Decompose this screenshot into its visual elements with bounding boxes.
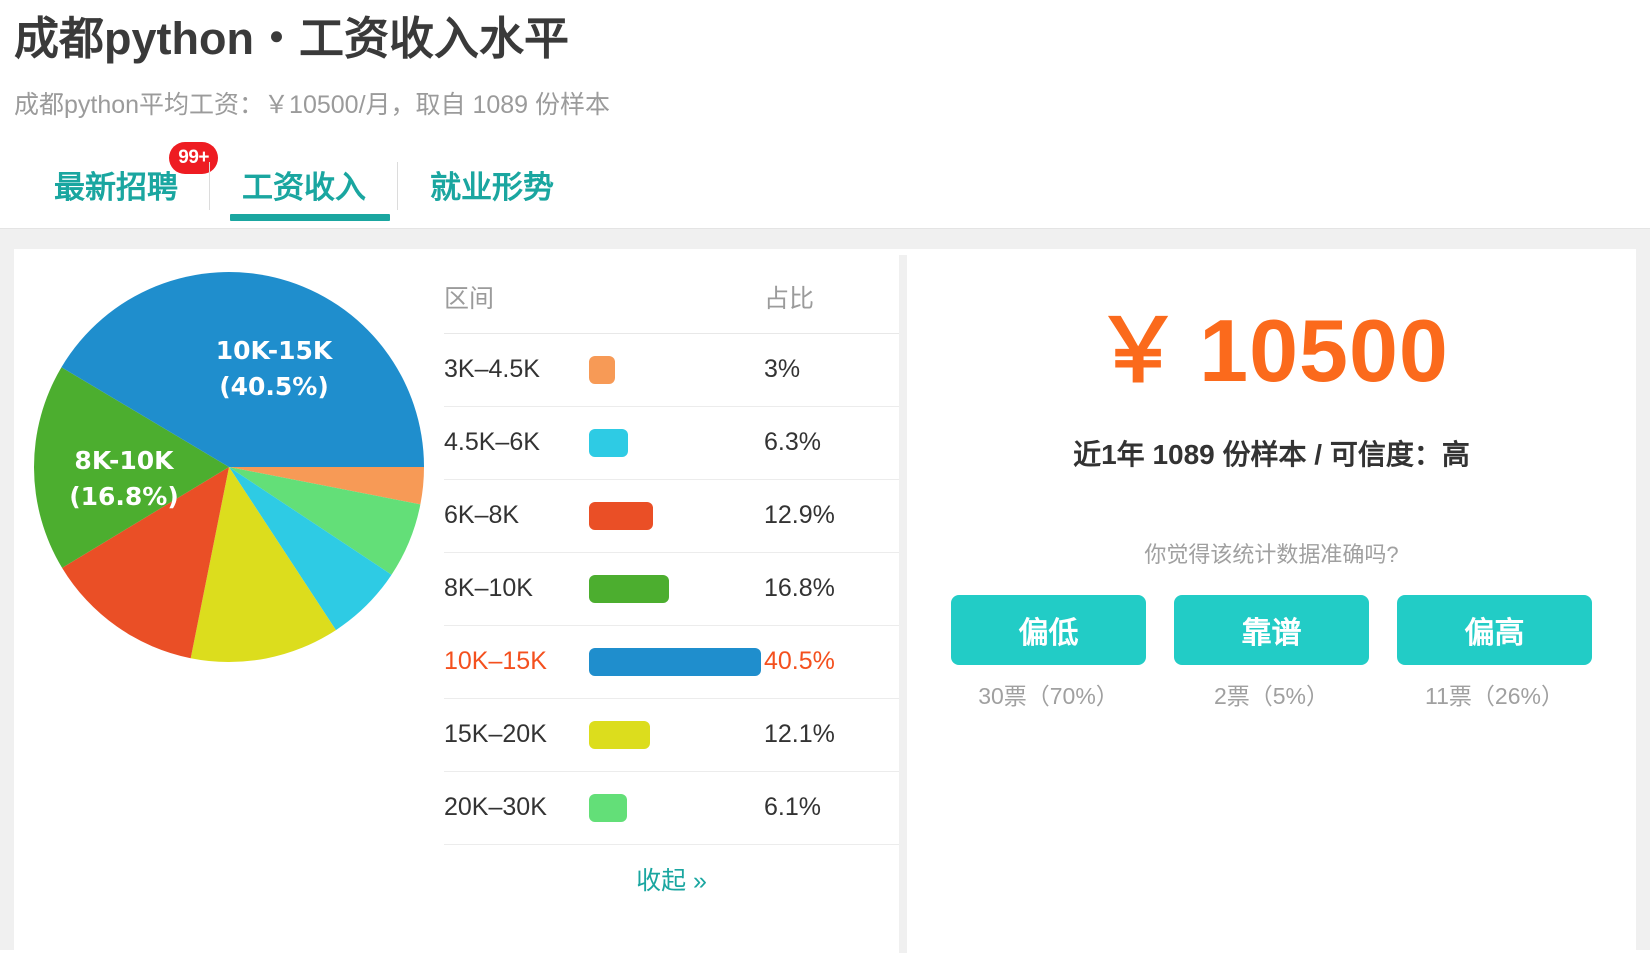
vote-row: 偏低 30票（70%） 靠谱 2票（5%） 偏高 11票（26%） xyxy=(907,595,1636,711)
collapse-link[interactable]: 收起 » xyxy=(636,866,707,895)
pie-slice-4-5k-6k[interactable] xyxy=(229,466,392,630)
salary-value: 10500 xyxy=(1199,300,1449,400)
vote-option-accurate: 靠谱 2票（5%） xyxy=(1174,595,1369,711)
table-header-row: 区间 占比 xyxy=(444,270,899,334)
tab-latest-jobs[interactable]: 最新招聘 99+ xyxy=(36,141,224,223)
table-row: 15K–20K 12.1% xyxy=(444,698,899,772)
column-header-range: 区间 xyxy=(444,270,589,334)
pie-slice-3k-4-5k[interactable] xyxy=(229,466,424,504)
table-row: 8K–10K 16.8% xyxy=(444,552,899,626)
pie-label-8k-10k-value: (16.8%) xyxy=(69,482,179,511)
cell-bar xyxy=(589,625,764,699)
table-row: 20K–30K 6.1% xyxy=(444,771,899,845)
proportion-bar xyxy=(589,720,651,749)
table-body: 3K–4.5K 3% 4.5K–6K 6.3% 6K–8K 12.9% 8K–10K 16.8… xyxy=(444,333,899,845)
proportion-bar xyxy=(589,574,669,603)
cell-bar xyxy=(589,333,764,407)
cell-percent: 3% xyxy=(764,333,899,407)
notification-badge: 99+ xyxy=(169,141,218,174)
page-subtitle: 成都python平均工资：￥10500/月，取自 1089 份样本 xyxy=(14,90,611,119)
tab-latest-jobs-label: 最新招聘 xyxy=(54,169,178,205)
column-header-percent: 占比 xyxy=(764,270,899,334)
vote-button-high[interactable]: 偏高 xyxy=(1397,595,1592,666)
pie-slices xyxy=(34,271,424,662)
cell-range: 20K–30K xyxy=(444,771,589,845)
pie-label-10k-15k-value: (40.5%) xyxy=(219,372,329,401)
cell-bar xyxy=(589,406,764,480)
accuracy-question: 你觉得该统计数据准确吗? xyxy=(1144,542,1399,568)
cell-percent: 6.1% xyxy=(764,771,899,845)
vote-button-low[interactable]: 偏低 xyxy=(951,595,1146,666)
cell-bar xyxy=(589,771,764,845)
vote-count-low: 30票（70%） xyxy=(978,683,1119,710)
page-header: 成都python・工资收入水平 成都python平均工资：￥10500/月，取自… xyxy=(0,0,1650,120)
column-header-bar xyxy=(589,270,764,334)
pie-label-10k-15k-range: 10K-15K xyxy=(216,336,334,365)
vote-option-low: 偏低 30票（70%） xyxy=(951,595,1146,711)
pie-slice-20k-30k[interactable] xyxy=(229,466,421,575)
pie-slice-10k-15k[interactable] xyxy=(61,271,424,467)
sample-credibility-line: 近1年 1089 份样本 / 可信度：高 xyxy=(1073,439,1470,471)
proportion-bar xyxy=(589,793,627,822)
tab-salary-income-label: 工资收入 xyxy=(242,169,366,205)
cell-percent: 40.5% xyxy=(764,625,899,699)
tab-employment-trend[interactable]: 就业形势 xyxy=(412,156,600,223)
cell-range: 15K–20K xyxy=(444,698,589,772)
vote-option-high: 偏高 11票（26%） xyxy=(1397,595,1592,711)
cell-range: 4.5K–6K xyxy=(444,406,589,480)
cell-bar xyxy=(589,552,764,626)
cell-percent: 12.9% xyxy=(764,479,899,553)
table-row: 3K–4.5K 3% xyxy=(444,333,899,407)
cell-percent: 16.8% xyxy=(764,552,899,626)
pie-slice-15k-20k[interactable] xyxy=(190,466,336,662)
cell-range: 3K–4.5K xyxy=(444,333,589,407)
vertical-divider xyxy=(899,254,907,953)
cell-bar xyxy=(589,479,764,553)
salary-pie-chart: 10K-15K (40.5%) 8K-10K (16.8%) xyxy=(14,249,444,955)
table-footer-row: 收起 » xyxy=(444,844,899,905)
active-tab-underline xyxy=(230,213,390,221)
cell-range: 6K–8K xyxy=(444,479,589,553)
cell-bar xyxy=(589,698,764,772)
distribution-table-wrap: 区间 占比 3K–4.5K 3% 4.5K–6K 6.3% 6K–8K 12.9% 8K–1… xyxy=(444,249,899,955)
currency-symbol: ￥ xyxy=(1094,300,1184,400)
cell-range: 8K–10K xyxy=(444,552,589,626)
tab-salary-income[interactable]: 工资收入 xyxy=(224,156,412,223)
proportion-bar xyxy=(589,647,761,676)
pie-slice-6k-8k[interactable] xyxy=(62,466,230,658)
vote-count-high: 11票（26%） xyxy=(1425,683,1564,710)
average-salary: ￥ 10500 xyxy=(907,300,1636,400)
pie-slice-8k-10k[interactable] xyxy=(34,366,230,568)
table-row: 4.5K–6K 6.3% xyxy=(444,406,899,480)
proportion-bar xyxy=(589,428,628,457)
proportion-bar xyxy=(589,501,654,530)
pie-label-8k-10k-range: 8K-10K xyxy=(74,446,175,475)
cell-range: 10K–15K xyxy=(444,625,589,699)
distribution-table: 区间 占比 3K–4.5K 3% 4.5K–6K 6.3% 6K–8K 12.9% 8K–1… xyxy=(444,270,899,905)
vote-count-accurate: 2票（5%） xyxy=(1213,683,1330,710)
tab-bar: 最新招聘 99+ 工资收入 就业形势 xyxy=(0,141,1650,228)
summary-panel: ￥ 10500 近1年 1089 份样本 / 可信度：高 你觉得该统计数据准确吗?… xyxy=(907,249,1636,955)
cell-percent: 6.3% xyxy=(764,406,899,480)
table-row: 10K–15K 40.5% xyxy=(444,625,899,699)
tab-employment-trend-label: 就业形势 xyxy=(430,169,554,205)
table-row: 6K–8K 12.9% xyxy=(444,479,899,553)
page-title: 成都python・工资收入水平 xyxy=(14,13,569,64)
cell-percent: 12.1% xyxy=(764,698,899,772)
proportion-bar xyxy=(589,355,615,384)
content-band: 10K-15K (40.5%) 8K-10K (16.8%) 区间 占比 3K–… xyxy=(0,227,1650,955)
vote-button-accurate[interactable]: 靠谱 xyxy=(1174,595,1369,666)
pie-svg: 10K-15K (40.5%) 8K-10K (16.8%) xyxy=(34,271,424,662)
salary-card: 10K-15K (40.5%) 8K-10K (16.8%) 区间 占比 3K–… xyxy=(14,248,1636,955)
